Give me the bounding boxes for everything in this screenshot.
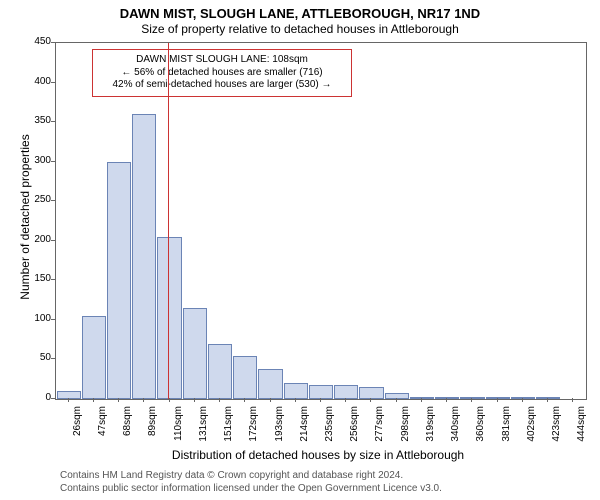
x-tick	[547, 398, 548, 402]
histogram-bar	[334, 385, 358, 399]
x-tick-label: 444sqm	[576, 406, 587, 454]
y-tick-label: 0	[23, 392, 51, 403]
x-tick	[143, 398, 144, 402]
x-tick	[270, 398, 271, 402]
histogram-bar	[157, 237, 181, 399]
y-tick	[51, 319, 55, 320]
histogram-bar	[511, 397, 535, 399]
x-tick-label: 47sqm	[97, 406, 108, 454]
x-tick-label: 110sqm	[173, 406, 184, 454]
x-tick	[522, 398, 523, 402]
histogram-bar	[107, 162, 131, 399]
plot-area: DAWN MIST SLOUGH LANE: 108sqm ← 56% of d…	[55, 42, 587, 400]
reference-line	[168, 43, 169, 399]
histogram-bar	[57, 391, 81, 399]
x-tick-label: 298sqm	[400, 406, 411, 454]
histogram-bar	[486, 397, 510, 399]
y-axis-label: Number of detached properties	[18, 92, 32, 342]
x-tick	[345, 398, 346, 402]
chart-title-line2: Size of property relative to detached ho…	[0, 21, 600, 36]
x-tick	[118, 398, 119, 402]
histogram-bar	[284, 383, 308, 399]
histogram-bar	[82, 316, 106, 399]
x-tick	[572, 398, 573, 402]
histogram-bar	[410, 397, 434, 399]
x-tick-label: 68sqm	[122, 406, 133, 454]
y-tick-label: 350	[23, 115, 51, 126]
histogram-bar	[183, 308, 207, 399]
footer-line2: Contains public sector information licen…	[60, 483, 600, 494]
y-tick	[51, 200, 55, 201]
y-tick	[51, 279, 55, 280]
y-tick	[51, 161, 55, 162]
x-tick	[320, 398, 321, 402]
x-tick-label: 214sqm	[299, 406, 310, 454]
y-tick	[51, 42, 55, 43]
x-tick-label: 151sqm	[223, 406, 234, 454]
x-tick-label: 340sqm	[450, 406, 461, 454]
y-tick	[51, 358, 55, 359]
annotation-line3: 42% of semi-detached houses are larger (…	[99, 79, 345, 92]
annotation-line2: ← 56% of detached houses are smaller (71…	[99, 67, 345, 80]
y-tick-label: 100	[23, 313, 51, 324]
x-tick-label: 26sqm	[72, 406, 83, 454]
x-tick	[396, 398, 397, 402]
annotation-box: DAWN MIST SLOUGH LANE: 108sqm ← 56% of d…	[92, 49, 352, 97]
x-tick	[370, 398, 371, 402]
x-tick-label: 381sqm	[501, 406, 512, 454]
histogram-bar	[309, 385, 333, 399]
x-tick-label: 131sqm	[198, 406, 209, 454]
x-tick	[219, 398, 220, 402]
x-tick-label: 235sqm	[324, 406, 335, 454]
x-tick-label: 402sqm	[526, 406, 537, 454]
x-tick	[471, 398, 472, 402]
y-tick-label: 200	[23, 234, 51, 245]
x-tick-label: 256sqm	[349, 406, 360, 454]
y-tick	[51, 82, 55, 83]
x-tick	[194, 398, 195, 402]
x-tick	[497, 398, 498, 402]
y-tick-label: 300	[23, 155, 51, 166]
x-tick	[244, 398, 245, 402]
x-tick	[68, 398, 69, 402]
y-tick-label: 50	[23, 352, 51, 363]
y-tick	[51, 240, 55, 241]
x-tick	[421, 398, 422, 402]
x-tick	[446, 398, 447, 402]
x-tick-label: 423sqm	[551, 406, 562, 454]
histogram-bar	[233, 356, 257, 400]
histogram-bar	[460, 397, 484, 399]
chart-title-line1: DAWN MIST, SLOUGH LANE, ATTLEBOROUGH, NR…	[0, 0, 600, 21]
x-tick	[295, 398, 296, 402]
y-tick-label: 150	[23, 273, 51, 284]
y-tick-label: 250	[23, 194, 51, 205]
footer-line1: Contains HM Land Registry data © Crown c…	[60, 470, 600, 481]
y-tick	[51, 398, 55, 399]
x-tick	[169, 398, 170, 402]
x-tick-label: 319sqm	[425, 406, 436, 454]
histogram-bar	[385, 393, 409, 399]
x-tick-label: 172sqm	[248, 406, 259, 454]
x-tick-label: 360sqm	[475, 406, 486, 454]
histogram-bar	[359, 387, 383, 399]
y-tick-label: 400	[23, 76, 51, 87]
x-tick	[93, 398, 94, 402]
annotation-line1: DAWN MIST SLOUGH LANE: 108sqm	[99, 54, 345, 67]
histogram-bar	[258, 369, 282, 399]
y-tick-label: 450	[23, 36, 51, 47]
x-tick-label: 277sqm	[374, 406, 385, 454]
histogram-bar	[132, 114, 156, 399]
chart-container: DAWN MIST, SLOUGH LANE, ATTLEBOROUGH, NR…	[0, 0, 600, 500]
x-tick-label: 89sqm	[147, 406, 158, 454]
y-tick	[51, 121, 55, 122]
x-tick-label: 193sqm	[274, 406, 285, 454]
histogram-bar	[208, 344, 232, 399]
